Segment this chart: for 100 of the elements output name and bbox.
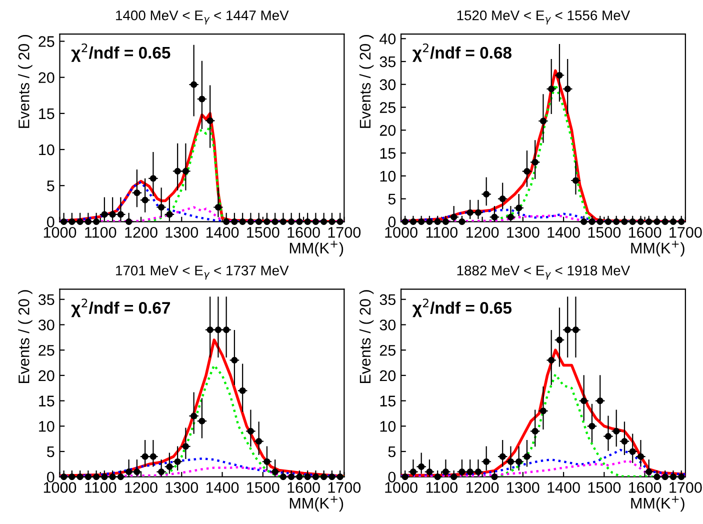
point (426, 218, 433, 225)
y-tick-label: 0 (388, 216, 396, 228)
y-tick-label: 0 (388, 472, 396, 483)
x-axis-title: MM(K$^{+}$) (290, 240, 344, 256)
x-tick-label: 1200 (466, 482, 499, 493)
point (580, 218, 588, 225)
point (516, 204, 522, 212)
point (166, 211, 173, 218)
x-tick-label: 1600 (628, 226, 662, 238)
point (328, 474, 336, 480)
point (621, 218, 628, 225)
y-axis-title: Events / ( 20 ) (18, 35, 32, 128)
annotation: χ$^{2}$/ndf = 0.68 (412, 43, 512, 62)
point (418, 218, 425, 225)
x-tick-label: 1300 (507, 226, 540, 238)
point (532, 158, 538, 166)
point (662, 218, 668, 225)
point (93, 474, 100, 480)
point (491, 214, 498, 220)
point (109, 474, 116, 480)
y-tick-label: 30 (380, 320, 396, 330)
point (670, 474, 677, 480)
chart-title: 1400 MeV < E$_{γ}$ < 1447 MeV (116, 10, 289, 24)
point (247, 428, 254, 434)
point (76, 218, 84, 225)
y-tick-label: 5 (47, 446, 54, 458)
annotation: χ$^{2}$/ndf = 0.65 (412, 298, 512, 318)
x-tick-label: 1200 (125, 482, 158, 493)
point (158, 468, 165, 476)
point (564, 326, 571, 334)
point (142, 453, 148, 460)
point (596, 218, 604, 225)
point (190, 81, 198, 88)
y-tick-label: 20 (38, 370, 54, 382)
point (142, 196, 148, 204)
x-tick-label: 1700 (328, 226, 361, 238)
point (410, 218, 417, 225)
point (540, 408, 547, 414)
point (84, 218, 92, 225)
y-tick-label: 5 (388, 194, 396, 204)
point (272, 218, 278, 225)
point (670, 218, 677, 225)
point (134, 190, 140, 196)
point (516, 458, 522, 465)
x-tick-label: 1000 (385, 482, 418, 493)
y-tick-label: 35 (380, 294, 396, 306)
point (126, 218, 132, 225)
point (101, 211, 108, 218)
x-tick-label: 1200 (466, 226, 499, 238)
y-tick-label: 35 (38, 294, 54, 306)
point (613, 428, 620, 434)
point (637, 218, 644, 225)
point (68, 218, 76, 225)
point (288, 218, 295, 225)
y-tick-label: 10 (380, 421, 396, 432)
point (604, 432, 612, 440)
x-tick-label: 1300 (166, 482, 198, 493)
point (654, 474, 660, 480)
chart-title: 1701 MeV < E$_{γ}$ < 1737 MeV (116, 266, 289, 280)
y-tick-label: 20 (380, 125, 396, 136)
point (109, 211, 116, 218)
y-tick-label: 25 (380, 344, 396, 356)
point (190, 412, 198, 420)
x-tick-label: 1500 (588, 226, 621, 238)
point (450, 474, 458, 480)
point (166, 463, 173, 470)
x-tick-label: 1600 (288, 482, 320, 493)
point (264, 458, 270, 465)
annotation: χ$^{2}$/ndf = 0.65 (71, 43, 170, 62)
point (206, 326, 214, 334)
point (214, 326, 222, 334)
point (507, 458, 514, 465)
point (646, 468, 652, 476)
point (198, 418, 206, 424)
x-tick-label: 1400 (548, 482, 580, 493)
point (548, 356, 555, 364)
annotation: χ$^{2}$/ndf = 0.67 (71, 298, 170, 318)
point (564, 86, 571, 92)
point (450, 214, 458, 220)
y-tick-label: 20 (380, 370, 396, 382)
y-tick-label: 40 (380, 34, 396, 44)
y-tick-label: 5 (388, 446, 396, 458)
point (280, 218, 286, 225)
point (572, 177, 580, 184)
y-tick-label: 25 (380, 102, 396, 113)
chart-title: 1882 MeV < E$_{γ}$ < 1918 MeV (457, 266, 630, 280)
y-tick-label: 0 (46, 472, 54, 483)
y-tick-label: 15 (39, 108, 54, 120)
x-tick-label: 1600 (628, 482, 662, 493)
point (474, 209, 482, 216)
point (458, 218, 466, 225)
point (84, 474, 92, 480)
point (328, 218, 336, 225)
y-tick-label: 15 (380, 396, 396, 406)
point (458, 468, 466, 476)
point (223, 218, 230, 225)
point (256, 438, 262, 445)
chart-title: 1520 MeV < E$_{γ}$ < 1556 MeV (457, 10, 630, 24)
x-tick-label: 1100 (426, 482, 458, 493)
point (483, 458, 490, 465)
